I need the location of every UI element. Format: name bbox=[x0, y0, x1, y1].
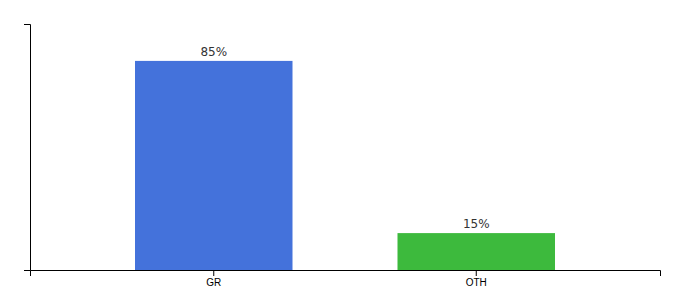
data-labels: 85% 15% bbox=[200, 45, 489, 231]
y-axis bbox=[24, 25, 31, 271]
x-tick-label: OTH bbox=[466, 277, 487, 288]
data-label: 85% bbox=[200, 45, 227, 59]
bar bbox=[135, 61, 293, 270]
plot: GR OTH 85% 15% bbox=[24, 25, 661, 289]
y-axis-line bbox=[24, 25, 31, 271]
bars bbox=[135, 61, 555, 270]
x-tick-mark bbox=[476, 270, 477, 276]
data-label: 15% bbox=[463, 217, 490, 231]
x-axis-line bbox=[31, 271, 661, 277]
chart: GR OTH 85% 15% bbox=[0, 0, 680, 300]
x-tick-mark bbox=[213, 270, 214, 276]
x-axis: GR OTH bbox=[31, 270, 661, 288]
x-tick: OTH bbox=[466, 270, 487, 288]
x-tick: GR bbox=[206, 270, 221, 288]
x-tick-label: GR bbox=[206, 277, 221, 288]
bar bbox=[398, 233, 556, 270]
